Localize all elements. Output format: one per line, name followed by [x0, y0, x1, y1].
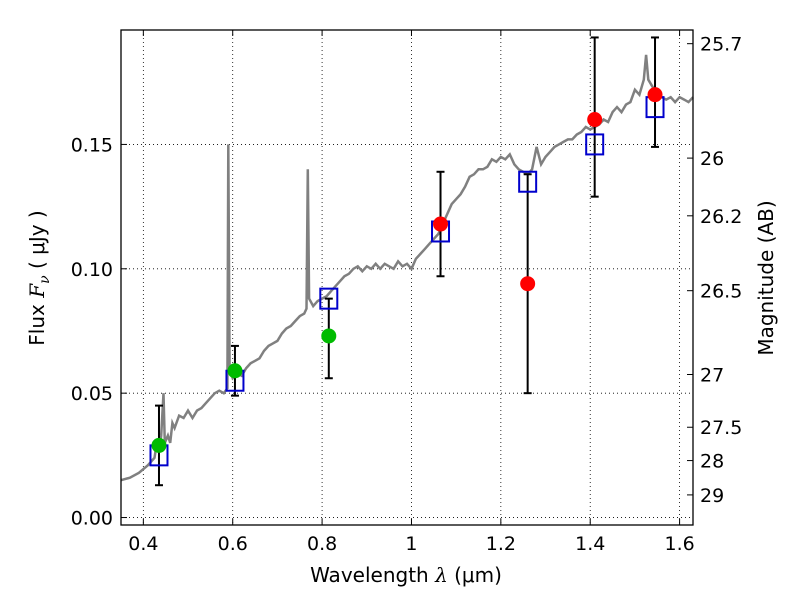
grid-lines: [121, 30, 693, 525]
y-tick-label: 0.05: [71, 383, 113, 405]
model-photometry-square: [518, 170, 538, 193]
x-tick-label: 1: [405, 533, 417, 555]
observed-point: [321, 328, 337, 344]
y-tick-label: 0.10: [71, 259, 113, 281]
x-axis-label: Wavelength λ (μm): [310, 563, 502, 587]
model-photometry-square: [319, 287, 339, 310]
x-tick-label: 1.6: [664, 533, 694, 555]
y-tick-label: 0.00: [71, 508, 113, 530]
x-tick-label: 0.4: [128, 533, 158, 555]
error-bars: [154, 36, 660, 487]
observed-point: [587, 112, 603, 128]
y2-tick-label: 26: [700, 148, 724, 170]
model-spectrum-line: [120, 54, 694, 482]
y2-axis-ticks: 25.7 26 26.2 26.5 27 27.5 28 29: [687, 34, 742, 507]
y-tick-label: 0.15: [71, 134, 113, 156]
x-tick-label: 1.4: [575, 533, 605, 555]
plot-frame: [120, 29, 694, 526]
x-tick-label: 1.2: [486, 533, 516, 555]
y2-axis-label: Magnitude (AB): [754, 200, 778, 355]
observed-point: [647, 87, 663, 103]
x-tick-label: 0.6: [218, 533, 248, 555]
y2-tick-label: 27.5: [700, 417, 742, 439]
y2-tick-label: 28: [700, 451, 724, 473]
y2-tick-label: 26.5: [700, 281, 742, 303]
observed-point: [227, 363, 243, 379]
observed-photometry-points: [151, 87, 663, 453]
y2-tick-label: 29: [700, 485, 724, 507]
y2-tick-label: 26.2: [700, 206, 742, 228]
x-tick-label: 0.8: [307, 533, 337, 555]
observed-point: [433, 216, 449, 232]
y2-tick-label: 25.7: [700, 34, 742, 56]
y-axis-ticks: 0.00 0.05 0.10 0.15: [71, 134, 127, 530]
y2-tick-label: 27: [700, 365, 724, 387]
y-axis-label: Flux Fν ( μJy ): [25, 210, 53, 345]
observed-point: [520, 276, 536, 292]
model-photometry-square: [585, 133, 605, 156]
x-axis-ticks: 0.4 0.6 0.8 1 1.2 1.4 1.6: [128, 30, 695, 555]
observed-point: [151, 437, 167, 453]
